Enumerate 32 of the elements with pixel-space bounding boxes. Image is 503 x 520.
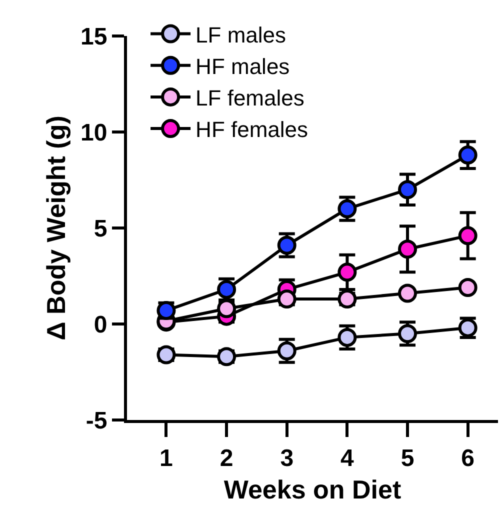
- y-tick-label: -5: [86, 407, 108, 434]
- point: [338, 262, 357, 282]
- y-tick-label: 0: [94, 311, 108, 338]
- point: [277, 341, 296, 360]
- x-tick-label: 6: [461, 444, 475, 472]
- point: [458, 226, 478, 246]
- point: [398, 180, 418, 200]
- x-tick-label: 5: [400, 444, 414, 472]
- legend-label: LF females: [196, 86, 304, 111]
- point: [398, 240, 418, 259]
- point: [217, 347, 236, 366]
- legend-label: LF males: [196, 22, 286, 48]
- point: [338, 328, 357, 347]
- y-tick-label: 10: [80, 119, 108, 146]
- point: [398, 284, 418, 303]
- point: [338, 199, 357, 218]
- legend-label: HF females: [196, 117, 308, 142]
- x-axis-title: Weeks on Diet: [224, 474, 402, 504]
- x-tick-label: 4: [340, 444, 355, 472]
- point: [338, 290, 357, 309]
- point: [458, 146, 478, 165]
- x-tick-label: 2: [220, 444, 234, 472]
- y-axis-title: Δ Body Weight (g): [40, 116, 71, 340]
- point: [458, 278, 478, 298]
- legend-label: HF males: [196, 54, 290, 79]
- x-tick-label: 1: [160, 444, 173, 472]
- point: [277, 236, 296, 255]
- point: [398, 324, 418, 344]
- y-tick-label: 15: [80, 23, 108, 50]
- y-tick-label: 5: [94, 215, 108, 242]
- point: [156, 345, 176, 364]
- x-tick-label: 3: [280, 444, 294, 472]
